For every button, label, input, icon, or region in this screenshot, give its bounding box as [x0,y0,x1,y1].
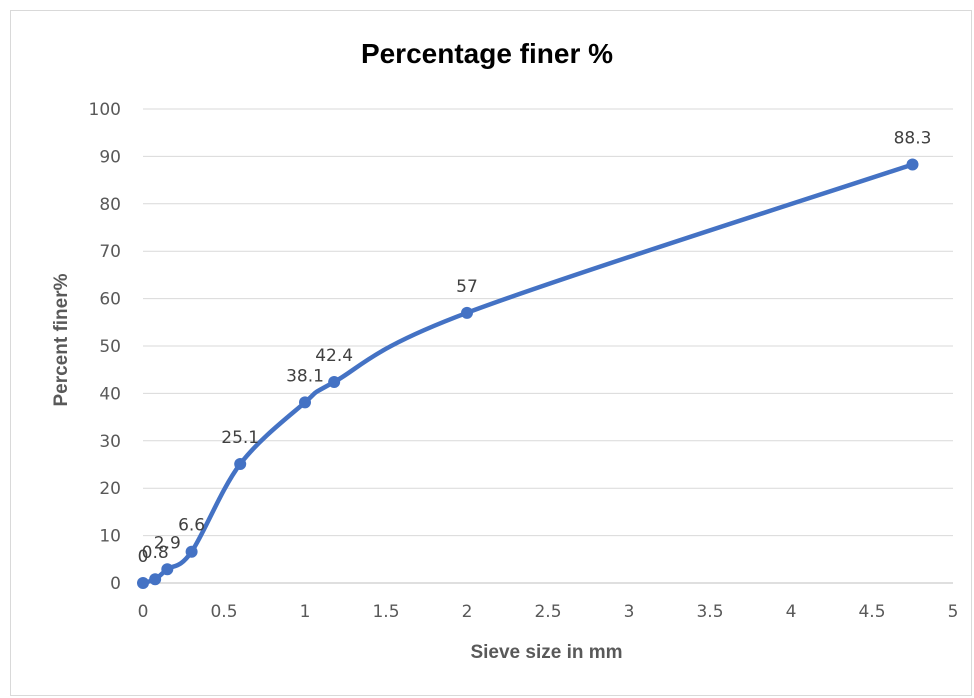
x-tick-label: 1.5 [372,602,399,622]
chart-title: Percentage finer % [360,38,614,69]
chart-area [10,10,972,696]
data-label: 42.4 [315,346,353,366]
data-point [161,563,174,576]
data-point [234,458,247,471]
data-point [137,577,149,589]
data-label: 0.8 [142,543,169,563]
y-tick-label: 20 [99,479,121,499]
x-tick-label: 3 [624,602,635,622]
y-tick-label: 30 [99,432,121,452]
x-tick-label: 5 [948,602,959,622]
data-point [906,158,919,171]
x-axis-label: Sieve size in mm [470,642,623,663]
data-label: 25.1 [221,428,259,448]
data-label: 6.6 [178,516,205,536]
x-tick-label: 2 [462,602,473,622]
x-tick-label: 1 [300,602,311,622]
series-line [140,162,915,586]
y-tick-label: 70 [99,242,121,262]
data-label: 57 [456,277,478,297]
x-tick-label: 4.5 [858,602,885,622]
x-tick-label: 4 [786,602,797,622]
data-point [185,545,198,558]
data-label: 38.1 [286,366,324,386]
data-point [328,376,341,389]
y-tick-label: 100 [89,100,121,120]
y-tick-label: 50 [99,337,121,357]
data-label: 0 [138,547,149,567]
y-tick-label: 10 [99,527,121,547]
y-tick-label: 60 [99,290,121,310]
x-tick-label: 0.5 [210,602,237,622]
y-tick-label: 0 [110,574,121,594]
y-tick-label: 90 [99,147,121,167]
y-tick-label: 40 [99,384,121,404]
x-tick-label: 2.5 [534,602,561,622]
data-point [461,306,473,319]
x-tick-label: 0 [138,602,149,622]
y-tick-label: 80 [99,195,121,215]
data-label: 2.9 [154,533,181,553]
data-point [149,573,162,586]
data-point [299,396,311,409]
x-tick-label: 3.5 [696,602,723,622]
data-label: 88.3 [894,128,932,148]
